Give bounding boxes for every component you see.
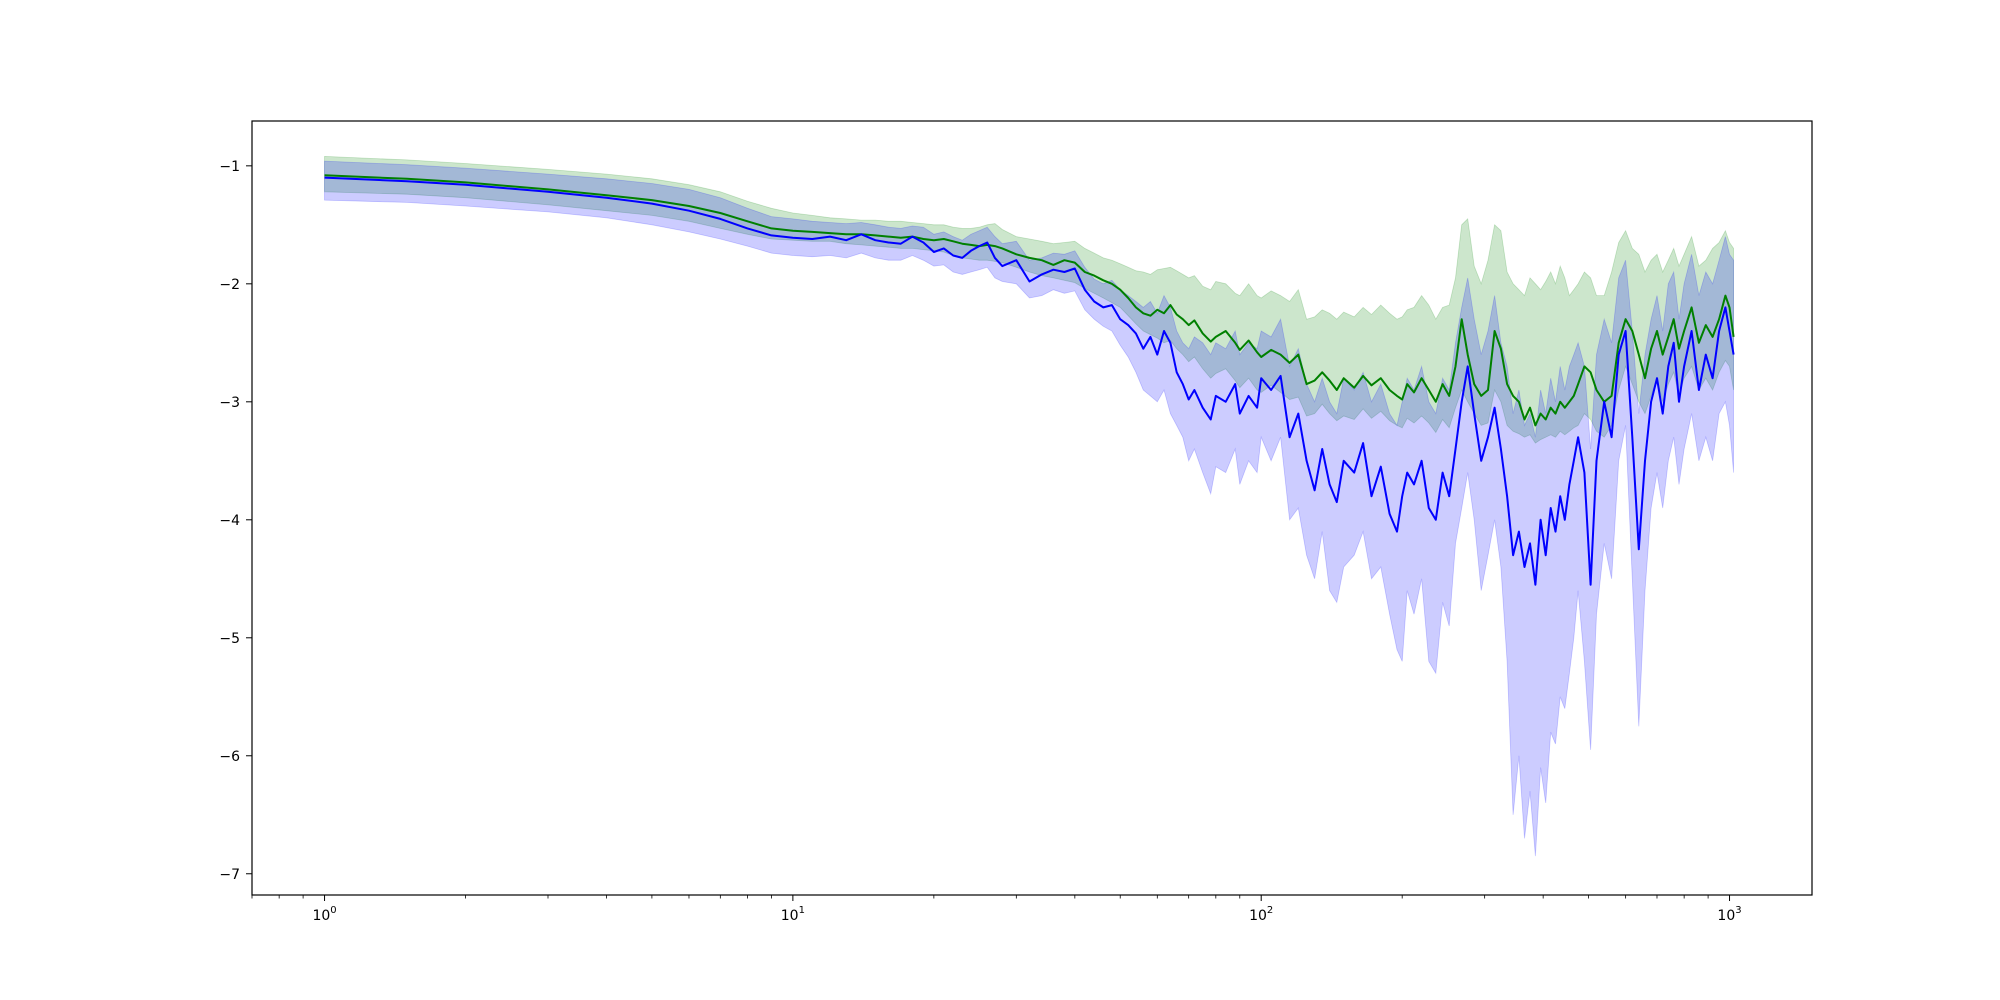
y-tick-label: −1 [219,159,240,175]
y-axis: −1 −2 −3 −4 −5 −6 −7 [219,159,252,883]
series-1-band [324,155,1734,444]
y-tick-label: −7 [219,867,240,883]
series-2-line [324,176,1735,586]
y-tick-label: −4 [219,513,240,529]
series-2-band [324,160,1734,857]
y-tick-label: −2 [219,277,240,293]
y-tick-label: −5 [219,631,240,647]
series-lines [324,174,1735,586]
x-tick-label: 100 [312,905,336,924]
x-tick-label: 103 [1717,905,1741,924]
y-tick-label: −3 [219,395,240,411]
x-tick-label: 101 [781,905,805,924]
confidence-bands [324,155,1734,857]
axes-frame [251,120,1813,896]
y-tick-label: −6 [219,749,240,765]
series-1-line [324,174,1735,427]
x-tick-label: 102 [1249,905,1273,924]
